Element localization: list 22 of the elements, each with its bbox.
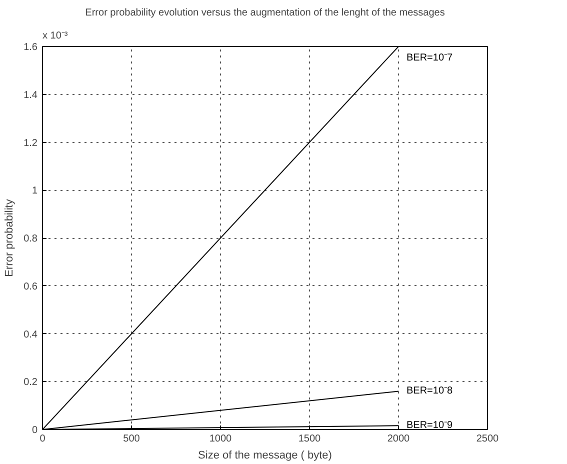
x-axis-title: Size of the message ( byte) xyxy=(198,450,332,462)
y-tick-label: 1 xyxy=(32,186,38,197)
y-tick-label: 1.4 xyxy=(24,90,38,101)
y-tick-label: 1.6 xyxy=(24,42,38,53)
x-tick-label: 500 xyxy=(123,434,140,444)
y-axis-title: Error probability xyxy=(4,198,16,277)
y-tick-label: 0.4 xyxy=(24,329,38,340)
y-tick-label: 0.8 xyxy=(24,234,38,244)
legend-label: BER=10⁻9 xyxy=(406,420,454,432)
y-tick-label: 0.2 xyxy=(24,377,38,388)
x-tick-label: 2500 xyxy=(476,434,500,444)
x-tick-label: 0 xyxy=(40,434,46,444)
y-tick-label: 1.2 xyxy=(24,138,38,149)
chart-title: Error probability evolution versus the augmentation of the lenght of the messages xyxy=(85,8,445,18)
x-tick-label: 1500 xyxy=(298,434,322,444)
text: x 10⁻³ xyxy=(42,30,68,42)
y-tick-label: 0.6 xyxy=(24,281,38,292)
y-tick-label: 0 xyxy=(32,425,38,436)
series-label: BER=10⁻8 xyxy=(406,386,454,397)
x-tick-label: 2000 xyxy=(387,434,410,444)
series-label: BER=10⁻7 xyxy=(406,52,454,64)
x-tick-label: 1000 xyxy=(209,434,232,444)
